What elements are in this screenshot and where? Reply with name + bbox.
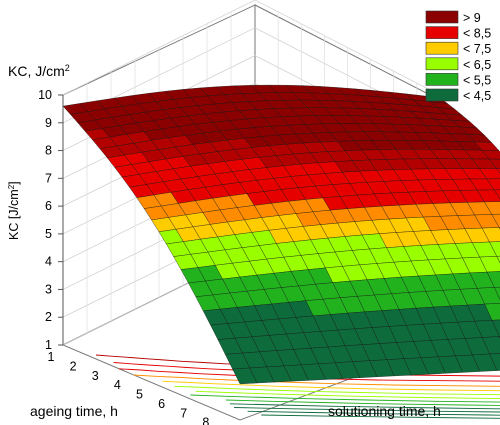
contour-line [247,410,500,416]
z-tick-label: 9 [45,116,52,130]
z-ticks: 1 2 3 4 5 6 7 8 9 10 [38,88,63,352]
x-tick-label: 1 [48,350,55,364]
x-tick-label: 3 [92,369,99,383]
legend-label: < 4,5 [463,89,491,103]
x-tick-label: 6 [158,397,165,411]
legend-label: < 5,5 [463,73,491,87]
x-tick-label: 8 [202,416,209,425]
contour-line [174,385,500,396]
legend-swatch [425,10,459,24]
x-tick-label: 5 [136,388,143,402]
contour-line [190,394,500,403]
legend-swatch [425,57,459,71]
z-tick-label: 7 [45,171,52,185]
surface-patch [489,353,500,371]
surface-patch [496,168,500,174]
contour-line [162,380,500,392]
legend-label: < 7,5 [463,42,491,56]
legend-swatch [425,26,459,39]
z-tick-label: 2 [45,310,52,324]
contour-line [229,403,500,410]
z-tick-label: 4 [45,255,52,269]
legend-swatch [425,41,459,55]
legend-label: < 8,5 [463,27,491,41]
y-axis-title: solutioning time, h [328,403,441,419]
legend-label: > 9 [463,11,481,25]
z-axis-label: KC [J/cm2] [7,181,22,240]
z-tick-label: 6 [45,199,52,213]
legend-swatch [425,88,459,102]
surface-mesh [62,84,500,385]
contour-line [195,390,500,399]
z-title-top: KC, J/cm2 [8,63,70,79]
legend: > 9 < 8,5< 7,5 < 6,5< 5,5 < 4,5 [425,10,491,103]
legend-swatch [425,73,459,86]
z-tick-label: 1 [45,338,52,352]
z-tick-label: 10 [38,88,52,102]
x-axis-title: ageing time, h [30,403,118,419]
contour-line [225,399,500,406]
contour-line [234,407,500,413]
x-tick-label: 2 [70,359,77,373]
floor-contours [95,354,500,419]
z-tick-label: 3 [45,282,52,296]
contour-line [261,414,500,419]
surface-patch [496,255,500,264]
x-tick-label: 7 [180,406,187,420]
z-tick-label: 8 [45,144,52,158]
surface-patch [494,286,500,300]
legend-label: < 6,5 [463,58,491,72]
x-tick-label: 4 [114,378,121,392]
z-tick-label: 5 [45,227,52,241]
